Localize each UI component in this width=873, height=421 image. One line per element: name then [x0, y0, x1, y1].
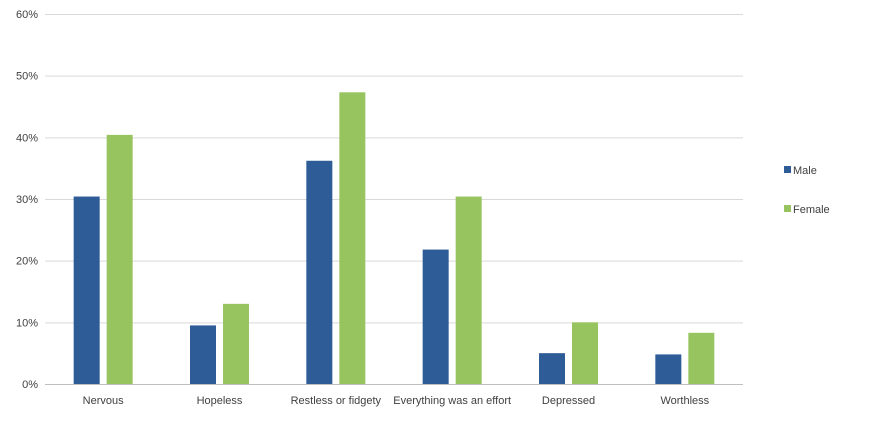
- bar-male-nervous: [73, 196, 100, 384]
- legend-swatch-male: [784, 166, 791, 173]
- bar-male-depressed: [539, 353, 565, 384]
- y-axis-tick-labels: 0% 10% 20% 30% 40% 50% 60%: [16, 9, 38, 391]
- bar-female-restless-or-fidgety: [339, 92, 366, 385]
- y-tick-label: 0%: [22, 379, 38, 391]
- x-tick-label: Depressed: [542, 395, 595, 407]
- y-tick-label: 60%: [16, 9, 38, 21]
- y-tick-label: 20%: [16, 256, 38, 268]
- x-tick-label: Restless or fidgety: [291, 395, 382, 407]
- bar-female-depressed: [572, 322, 598, 384]
- bar-female-hopeless: [223, 303, 249, 384]
- bars: [73, 92, 715, 385]
- x-tick-label: Hopeless: [197, 395, 243, 407]
- bar-male-worthless: [655, 354, 682, 384]
- gridlines: [45, 14, 743, 324]
- y-tick-label: 50%: [16, 71, 38, 83]
- bar-female-nervous: [106, 134, 133, 384]
- y-tick-label: 40%: [16, 132, 38, 144]
- bar-male-everything-was-an-effort: [422, 249, 449, 384]
- bar-female-everything-was-an-effort: [455, 196, 482, 384]
- bar-female-worthless: [688, 332, 715, 384]
- legend-label-female: Female: [793, 204, 830, 216]
- legend: Male Female: [784, 165, 830, 216]
- bar-male-restless-or-fidgety: [306, 160, 333, 384]
- legend-label-male: Male: [793, 165, 817, 177]
- legend-swatch-female: [784, 205, 791, 212]
- bar-male-hopeless: [190, 325, 216, 384]
- y-tick-label: 10%: [16, 317, 38, 329]
- x-tick-label: Everything was an effort: [393, 395, 511, 407]
- x-tick-label: Worthless: [660, 395, 709, 407]
- y-tick-label: 30%: [16, 194, 38, 206]
- x-axis-tick-labels: Nervous Hopeless Restless or fidgety Everyt…: [83, 395, 710, 407]
- x-tick-label: Nervous: [83, 395, 124, 407]
